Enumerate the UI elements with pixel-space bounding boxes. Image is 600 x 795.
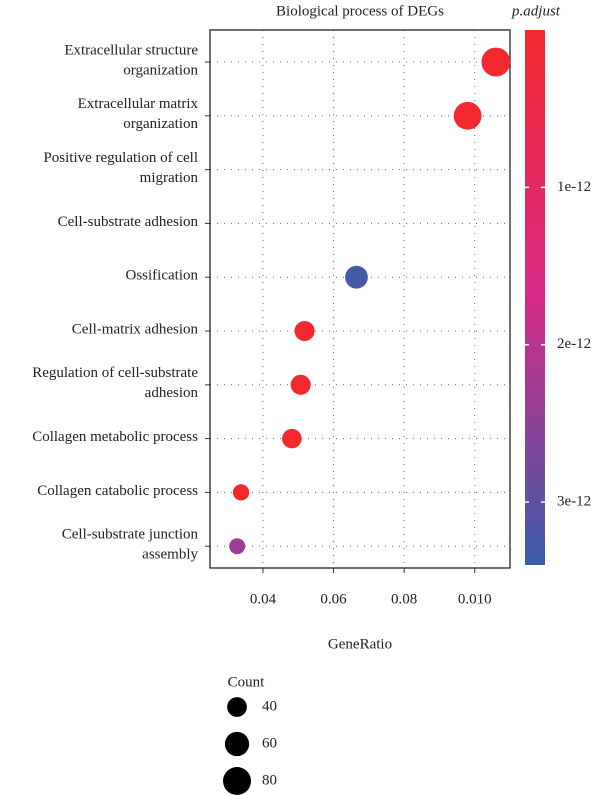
y-tick-label: Extracellular structure: [64, 42, 198, 58]
y-tick-label: Regulation of cell-substrate: [32, 365, 198, 381]
y-tick-label: organization: [123, 62, 198, 78]
color-legend-title: p.adjust: [511, 3, 561, 19]
color-tick-label: 2e-12: [557, 336, 591, 352]
y-tick-label: Ossification: [126, 268, 199, 284]
y-tick-label: assembly: [142, 547, 198, 563]
color-tick-label: 3e-12: [557, 493, 591, 509]
color-tick-label: 1e-12: [557, 179, 591, 195]
size-legend-dot: [227, 697, 247, 717]
dot: [282, 428, 302, 449]
y-tick-label: organization: [123, 116, 198, 132]
dot: [294, 320, 315, 342]
size-legend-label: 80: [262, 772, 277, 788]
dot: [232, 484, 250, 501]
y-tick-label: Cell-substrate adhesion: [58, 214, 199, 230]
dot: [229, 538, 246, 555]
chart-title: Biological process of DEGs: [276, 3, 444, 19]
size-legend-title: Count: [228, 674, 266, 690]
x-tick-label: 0.08: [391, 591, 417, 607]
color-bar: [525, 30, 545, 565]
x-axis-label: GeneRatio: [328, 636, 392, 652]
y-tick-label: Extracellular matrix: [78, 96, 199, 112]
plot-border: [209, 29, 511, 569]
y-tick-label: Cell-substrate junction: [62, 527, 199, 543]
dot: [453, 101, 482, 130]
y-tick-label: adhesion: [145, 385, 199, 401]
y-tick-label: Collagen metabolic process: [32, 429, 198, 445]
y-tick-label: Positive regulation of cell: [43, 150, 198, 166]
size-legend-label: 60: [262, 735, 277, 751]
x-tick-label: 0.06: [320, 591, 347, 607]
x-tick-label: 0.010: [458, 591, 492, 607]
size-legend-dot: [224, 731, 250, 757]
dot: [345, 265, 368, 289]
y-tick-label: Cell-matrix adhesion: [72, 321, 199, 337]
dot: [481, 47, 511, 77]
size-legend-dot: [223, 767, 251, 795]
size-legend-label: 40: [262, 698, 277, 714]
x-tick-label: 0.04: [250, 591, 277, 607]
y-tick-label: Collagen catabolic process: [37, 483, 198, 499]
dot: [290, 374, 311, 395]
y-tick-label: migration: [140, 170, 199, 186]
